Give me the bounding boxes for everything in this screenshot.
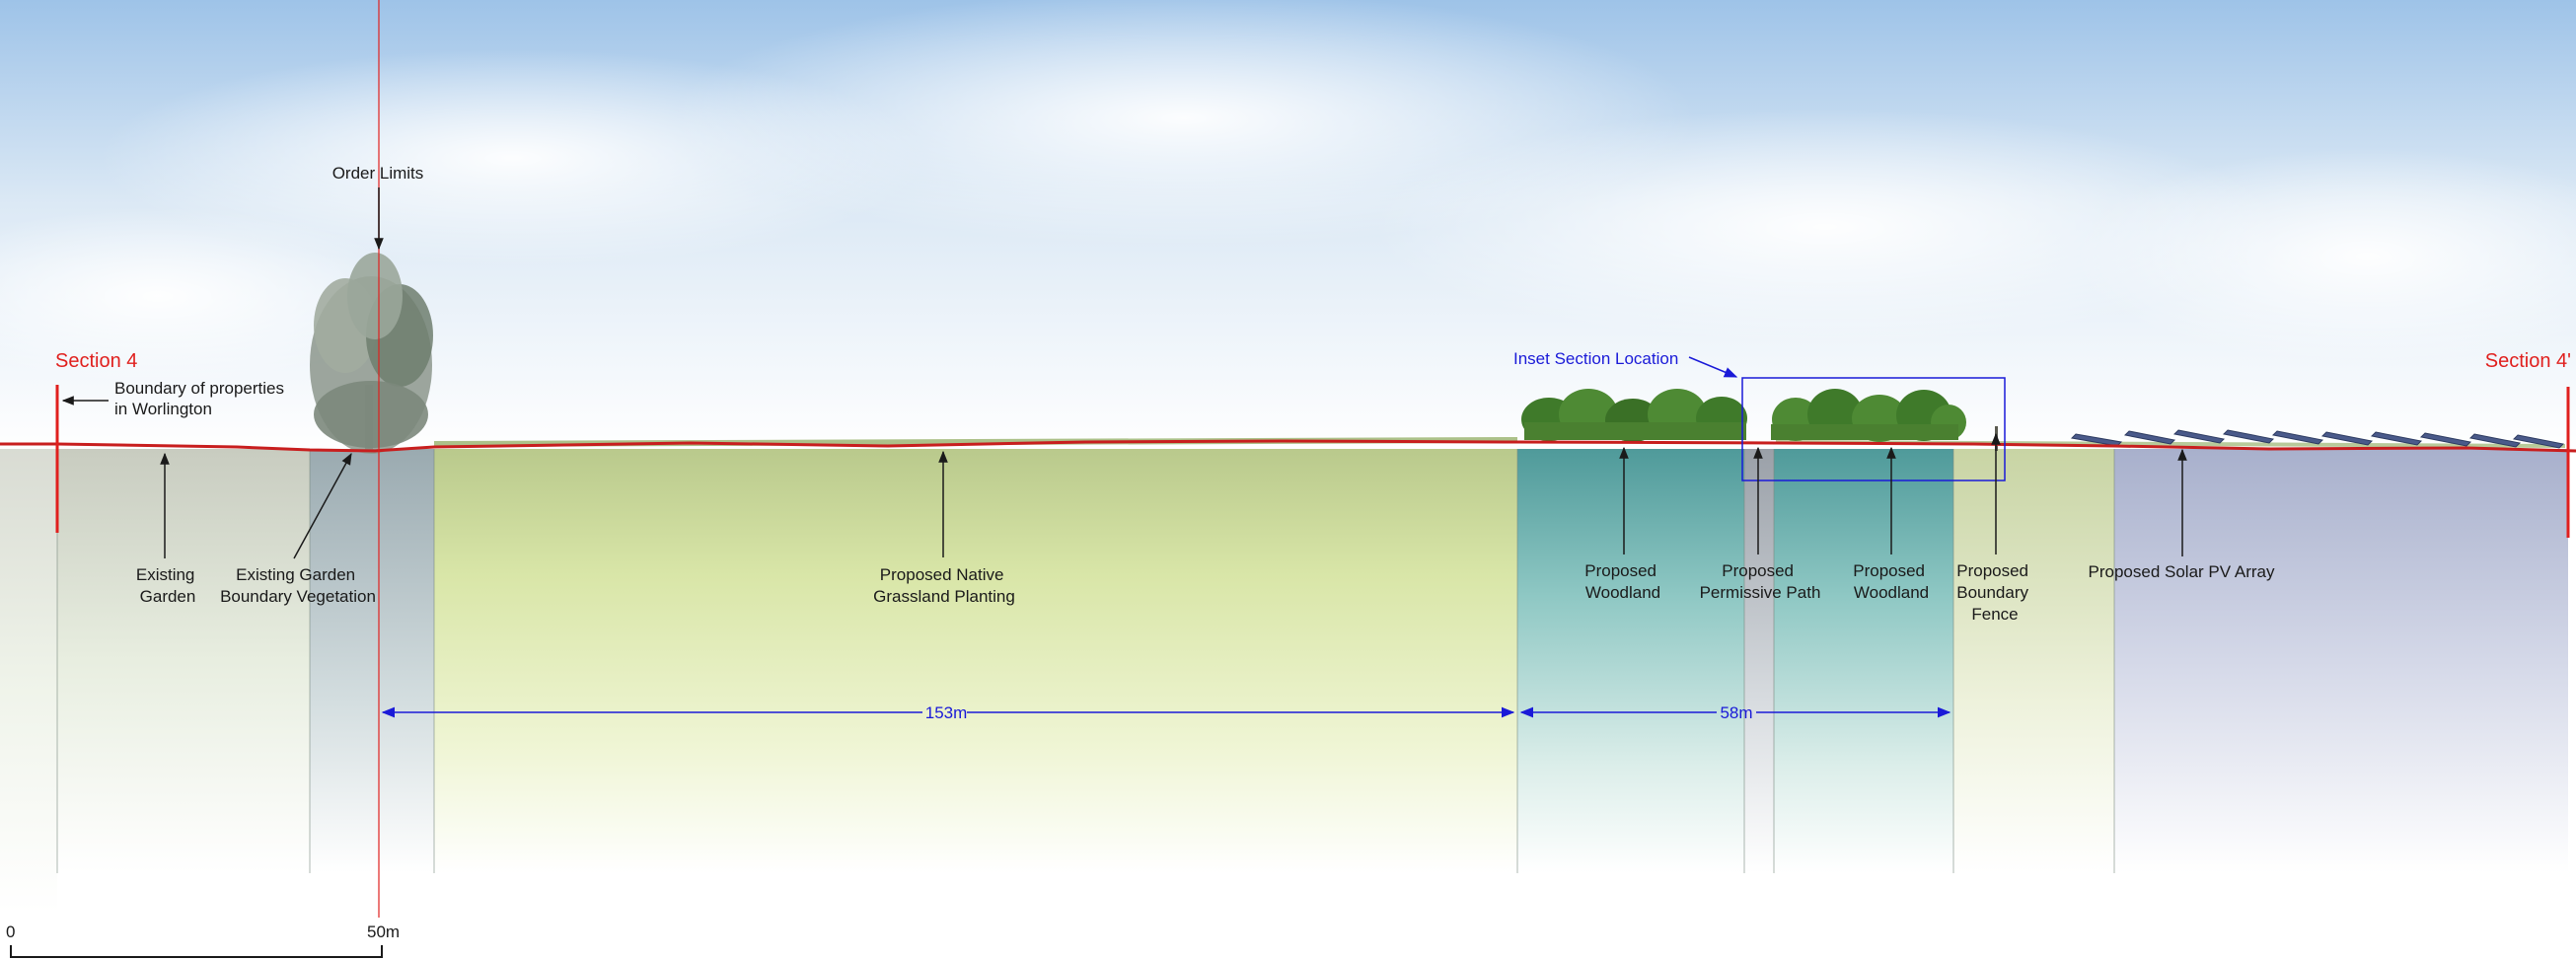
boundary-label-line1: Boundary of properties (114, 379, 284, 398)
zone-labels: Existing Garden Existing Garden Boundary… (136, 561, 2275, 624)
garden-vegetation-label: Existing Garden Boundary Vegetation (220, 565, 376, 606)
permissive-path-label: Proposed Permissive Path (1700, 561, 1821, 602)
ground-bands (0, 449, 2568, 913)
dimension-58m-label: 58m (1720, 703, 1752, 722)
band-dividers (56, 449, 2115, 873)
inset-arrow (1688, 356, 1738, 378)
solar-pv-label: Proposed Solar PV Array (2089, 562, 2275, 581)
woodland-east-trees-icon (1771, 389, 1966, 442)
boundary-fence-band (1953, 449, 2114, 873)
inset-label: Inset Section Location (1513, 349, 1678, 368)
solar-band (2114, 449, 2568, 873)
clouds (0, 0, 2576, 385)
grassland-label: Proposed Native Grassland Planting (873, 565, 1015, 606)
grassland-band (434, 449, 1517, 873)
existing-tree-icon (310, 253, 433, 454)
boundary-label-line2: in Worlington (114, 400, 212, 418)
solar-panels-icon (2070, 429, 2565, 449)
dimension-153m-label: 153m (925, 703, 968, 722)
dimension-153m: 153m (381, 703, 1515, 722)
woodland-east-band (1774, 449, 1953, 873)
woodland-west-trees-icon (1521, 389, 1747, 442)
order-limits-label: Order Limits (332, 164, 424, 183)
woodland-west-label: Proposed Woodland (1584, 561, 1661, 602)
section-end-label: Section 4' (2485, 350, 2571, 372)
ground-profile-line (0, 439, 2576, 453)
dimension-58m: 58m (1519, 703, 1951, 722)
scale-bar-start-label: 0 (6, 923, 15, 941)
boundary-fence-label: Proposed Boundary Fence (1956, 561, 2033, 624)
garden-vegetation-band (310, 449, 434, 873)
woodland-east-label: Proposed Woodland (1853, 561, 1930, 602)
existing-garden-label: Existing Garden (136, 565, 199, 606)
permissive-path-band (1744, 449, 1774, 873)
woodland-west-band (1517, 449, 1744, 873)
callout-arrows (160, 432, 2187, 559)
existing-garden-band (57, 449, 310, 873)
section-start-label: Section 4 (55, 350, 137, 372)
scale-bar-end-label: 50m (367, 923, 400, 941)
inset-box (1741, 377, 2006, 481)
scale-bar: 0 50m (6, 923, 400, 958)
